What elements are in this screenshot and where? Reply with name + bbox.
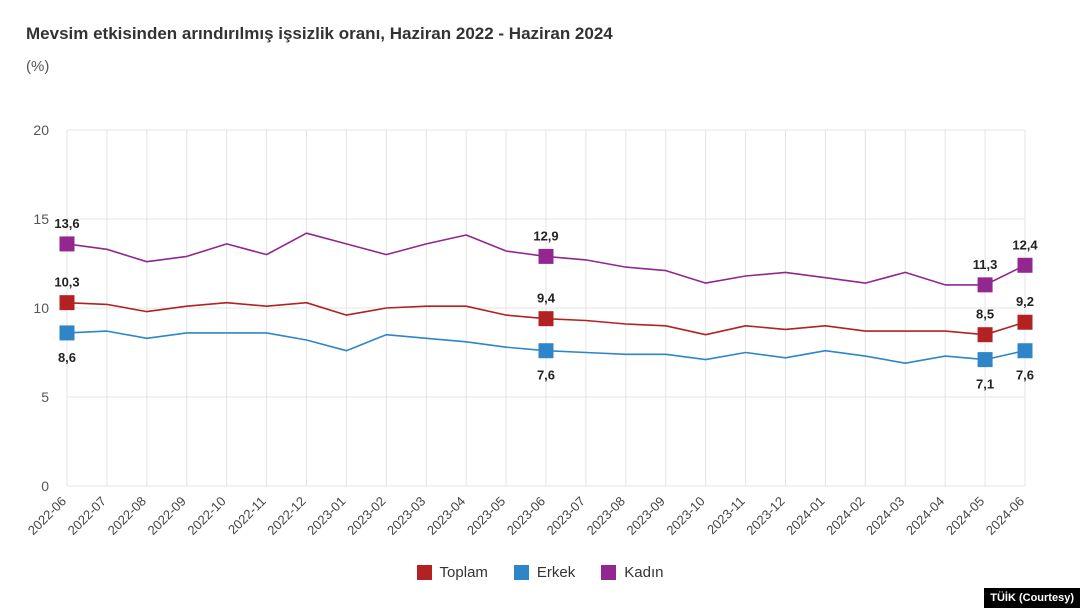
x-tick-label: 2023-05: [464, 494, 508, 538]
data-point-marker-erkek: [538, 343, 554, 359]
x-tick-label: 2024-04: [903, 494, 947, 538]
data-label-kadın: 13,6: [54, 216, 79, 231]
data-point-marker-toplam: [977, 327, 993, 343]
x-tick-label: 2023-08: [584, 494, 628, 538]
y-tick-label: 20: [33, 122, 49, 138]
x-tick-label: 2023-10: [663, 494, 707, 538]
legend-item-kadin[interactable]: Kadın: [601, 564, 663, 581]
x-tick-label: 2022-06: [25, 494, 69, 538]
legend-label-kadin: Kadın: [624, 564, 664, 581]
x-tick-label: 2023-09: [624, 494, 668, 538]
x-tick-label: 2024-03: [863, 494, 907, 538]
y-tick-label: 0: [41, 478, 49, 494]
data-label-toplam: 9,4: [537, 291, 556, 306]
x-tick-label: 2022-09: [145, 494, 189, 538]
x-tick-label: 2023-04: [424, 494, 468, 538]
legend-label-erkek: Erkek: [536, 564, 576, 581]
data-label-erkek: 7,6: [1016, 368, 1034, 383]
legend-item-erkek[interactable]: Erkek: [513, 564, 576, 581]
legend-swatch-kadin: [601, 565, 617, 580]
data-point-marker-erkek: [59, 325, 75, 341]
x-tick-label: 2024-06: [983, 494, 1027, 538]
y-tick-label: 5: [41, 389, 49, 405]
legend-item-toplam[interactable]: Toplam: [416, 564, 488, 581]
data-point-marker-erkek: [977, 352, 993, 368]
data-label-erkek: 7,1: [976, 377, 994, 392]
x-tick-label: 2023-07: [544, 494, 588, 538]
x-tick-label: 2022-12: [264, 494, 308, 538]
x-tick-label: 2023-02: [344, 494, 388, 538]
data-label-toplam: 8,5: [976, 307, 994, 322]
data-label-kadın: 12,4: [1012, 237, 1038, 252]
data-point-marker-kadın: [1017, 257, 1033, 273]
chart-legend: Toplam Erkek Kadın: [0, 564, 1080, 581]
y-axis-unit: (%): [26, 58, 50, 75]
data-label-kadın: 11,3: [973, 257, 998, 272]
data-point-marker-kadın: [977, 277, 993, 293]
data-point-marker-kadın: [59, 236, 75, 252]
data-point-marker-toplam: [538, 311, 554, 327]
x-tick-label: 2022-08: [105, 494, 149, 538]
chart-title: Mevsim etkisinden arındırılmış işsizlik …: [26, 24, 613, 43]
data-point-marker-kadın: [538, 248, 554, 264]
legend-swatch-toplam: [416, 565, 432, 580]
legend-swatch-erkek: [513, 565, 529, 580]
legend-label-toplam: Toplam: [439, 564, 488, 581]
x-tick-label: 2023-01: [304, 494, 348, 538]
x-tick-label: 2023-12: [743, 494, 787, 538]
data-point-marker-toplam: [1017, 314, 1033, 330]
data-label-toplam: 9,2: [1016, 294, 1034, 309]
x-tick-label: 2023-03: [384, 494, 428, 538]
line-chart: 051015202022-062022-072022-082022-092022…: [25, 122, 1039, 538]
x-tick-label: 2023-06: [504, 494, 548, 538]
x-tick-label: 2022-11: [225, 494, 269, 538]
data-label-erkek: 8,6: [58, 350, 76, 365]
credit-badge: TÜİK (Courtesy): [984, 588, 1080, 608]
data-point-marker-erkek: [1017, 343, 1033, 359]
data-label-toplam: 10,3: [54, 275, 79, 290]
data-label-erkek: 7,6: [537, 368, 555, 383]
x-tick-label: 2023-11: [704, 494, 748, 538]
data-label-kadın: 12,9: [533, 228, 558, 243]
y-tick-label: 15: [33, 211, 49, 227]
data-point-marker-toplam: [59, 295, 75, 311]
x-tick-label: 2024-05: [943, 494, 987, 538]
x-tick-label: 2022-07: [65, 494, 109, 538]
x-tick-label: 2022-10: [184, 494, 228, 538]
x-tick-label: 2024-01: [783, 494, 827, 538]
x-tick-label: 2024-02: [823, 494, 867, 538]
y-tick-label: 10: [33, 300, 49, 316]
